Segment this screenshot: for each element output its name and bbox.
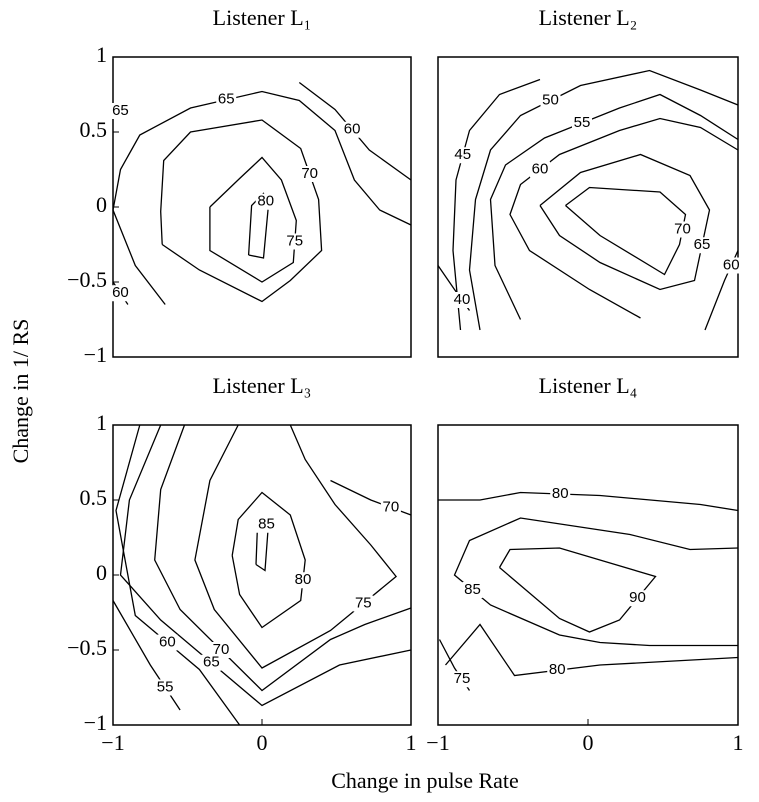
y-tick-label: 0 <box>96 192 107 217</box>
contour-line <box>119 424 412 707</box>
x-tick-label: 1 <box>406 730 417 755</box>
contour-label-bg <box>155 679 176 696</box>
contour-label-bg <box>627 590 648 607</box>
x-axis-label: Change in pulse Rate <box>331 768 519 793</box>
contour-label-bg <box>452 292 472 308</box>
plot-frame <box>437 424 739 726</box>
contour-label: 90 <box>629 589 646 606</box>
contour-label-bg <box>452 147 473 164</box>
contour-label-bg <box>342 121 363 138</box>
contour-line <box>453 517 739 647</box>
contour-label: 80 <box>295 571 312 588</box>
contour-label: 75 <box>454 670 471 687</box>
contour-label: 65 <box>694 236 711 253</box>
contour-line <box>445 623 739 677</box>
contour-line <box>115 424 241 726</box>
contour-line <box>231 491 306 629</box>
contour-label: 80 <box>257 193 274 210</box>
contour-label: 60 <box>723 256 740 273</box>
contour-label: 70 <box>301 165 318 182</box>
contour-label-bg <box>110 285 131 302</box>
y-tick-label: 1 <box>96 42 107 67</box>
contour-label: 45 <box>454 146 471 163</box>
contour-line <box>489 93 739 320</box>
contour-label: 70 <box>674 220 691 237</box>
contour-label: 75 <box>355 594 372 611</box>
contour-line <box>565 186 687 276</box>
contour-label-bg <box>292 572 313 589</box>
contour-line <box>509 117 739 319</box>
contour-label-bg <box>255 193 276 210</box>
y-tick-label: 0 <box>96 560 107 585</box>
contour-label: 55 <box>157 678 174 695</box>
contour-label: 50 <box>542 91 559 108</box>
contour-line <box>160 119 323 303</box>
contour-label: 70 <box>383 498 400 515</box>
x-tick-label: −1 <box>101 730 124 755</box>
x-tick-label: 0 <box>257 730 268 755</box>
contour-label-bg <box>530 161 550 178</box>
panel-title: Listener L₄ <box>539 373 638 398</box>
contour-label-bg <box>692 237 712 254</box>
contour-line <box>154 424 412 692</box>
contour-label: 60 <box>344 121 361 138</box>
contour-label-bg <box>550 486 571 502</box>
panel-title: Listener L₃ <box>213 373 312 398</box>
y-tick-label: −1 <box>84 342 107 367</box>
contour-label-bg <box>380 499 401 516</box>
y-tick-label: −1 <box>84 710 107 735</box>
contour-label: 70 <box>213 641 230 658</box>
y-tick-label: −0.5 <box>67 635 107 660</box>
contour-label-bg <box>256 516 277 533</box>
contour-label: 65 <box>218 91 235 108</box>
x-tick-label: 1 <box>733 730 744 755</box>
contour-label-bg <box>462 582 483 598</box>
contour-line <box>209 156 297 283</box>
y-axis-label: Change in 1/ RS <box>8 319 33 464</box>
contour-label: 80 <box>549 661 566 678</box>
x-tick-label: −1 <box>426 730 449 755</box>
contour-label-bg <box>157 634 178 651</box>
contour-line <box>438 491 739 512</box>
contour-label: 75 <box>286 232 303 249</box>
contour-label-bg <box>452 671 472 688</box>
panel-title: Listener L₂ <box>539 5 638 30</box>
y-tick-label: 1 <box>96 410 107 435</box>
contour-label-bg <box>721 257 742 274</box>
contour-label-bg <box>572 115 592 131</box>
contour-label: 85 <box>258 516 275 533</box>
contour-line <box>468 69 739 331</box>
y-tick-label: 0.5 <box>80 485 108 510</box>
contour-label-bg <box>672 221 693 238</box>
contour-label: 60 <box>112 284 129 301</box>
contour-label: 55 <box>574 114 591 131</box>
contour-label-bg <box>299 166 320 182</box>
contour-label-bg <box>540 92 561 109</box>
contour-line <box>194 424 398 669</box>
contour-label: 85 <box>464 581 481 598</box>
y-tick-label: 0.5 <box>80 117 108 142</box>
contour-label: 80 <box>552 485 569 502</box>
contour-label-bg <box>201 654 222 671</box>
plot-frame <box>437 56 739 358</box>
x-tick-label: 0 <box>583 730 594 755</box>
contour-label: 40 <box>454 291 471 308</box>
contour-label: 65 <box>112 102 129 119</box>
y-tick-label: −0.5 <box>67 267 107 292</box>
contour-label: 60 <box>159 633 176 650</box>
contour-label-bg <box>211 642 232 658</box>
contour-label-bg <box>547 662 568 679</box>
contour-label-bg <box>216 91 237 108</box>
contour-label: 65 <box>203 654 220 671</box>
contour-label-bg <box>110 103 131 119</box>
panel-title: Listener L₁ <box>213 5 312 30</box>
contour-label-bg <box>353 595 374 612</box>
contour-label: 60 <box>532 160 549 177</box>
contour-label-bg <box>284 233 305 250</box>
